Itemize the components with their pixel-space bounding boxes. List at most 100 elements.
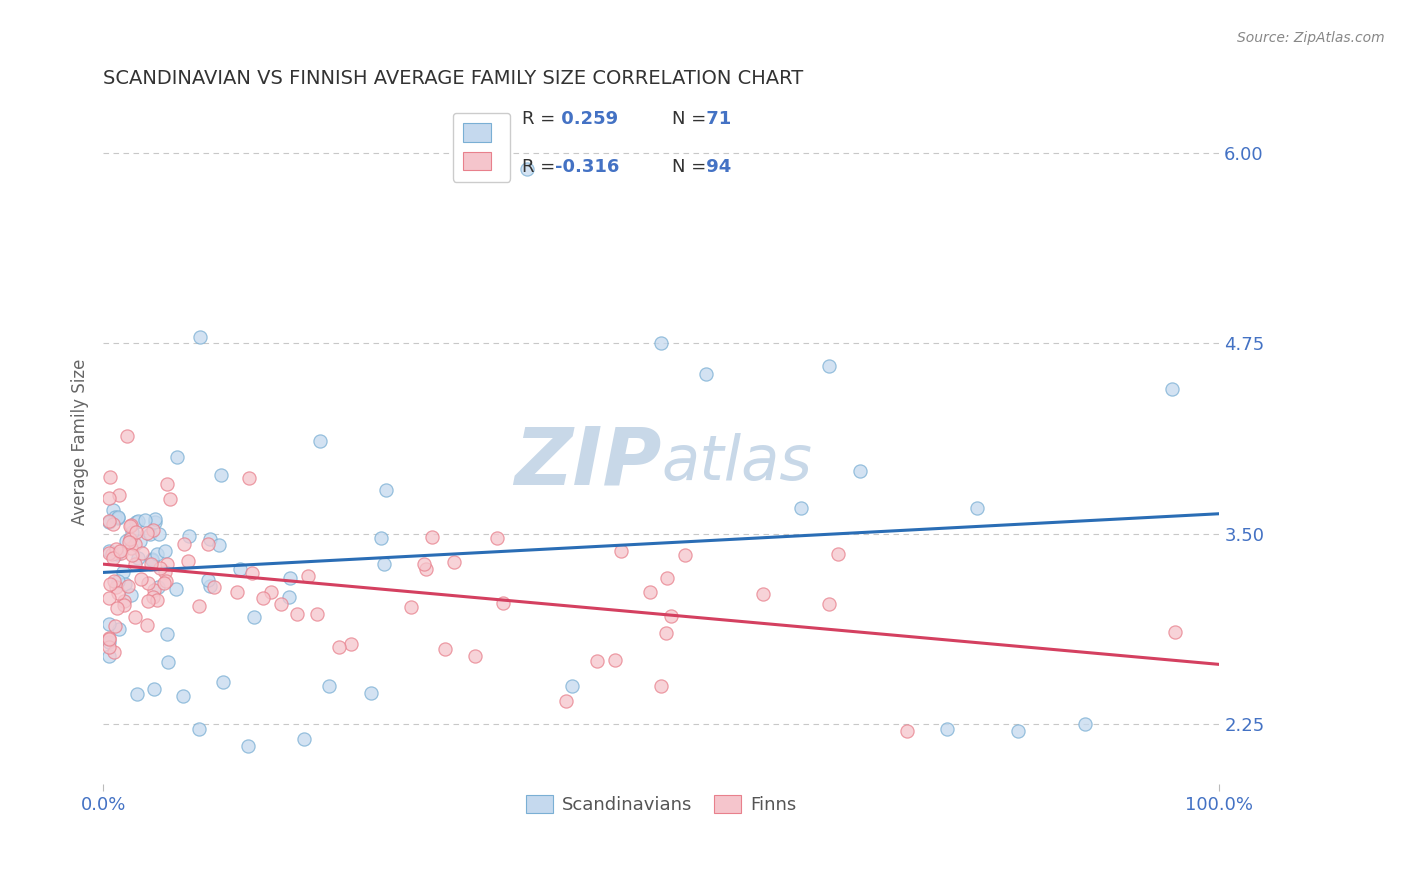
Point [97,631,120,645]
Point [818,597,841,611]
Point [129,572,152,586]
Text: -0.316: -0.316 [555,159,620,177]
Point [103,510,125,524]
Point [561,679,583,693]
Point [188,330,211,344]
Point [148,580,170,594]
Point [115,534,138,549]
Point [297,568,319,582]
Point [97,546,120,560]
Point [360,686,382,700]
Text: N =: N = [672,159,713,177]
Point [198,579,221,593]
Point [187,723,209,737]
Point [149,560,172,574]
Point [650,679,672,693]
Point [204,580,226,594]
Point [103,574,125,588]
Point [120,541,142,555]
Point [114,577,136,591]
Point [108,544,131,558]
Point [153,543,176,558]
Point [655,571,678,585]
Point [1163,625,1185,640]
Point [101,547,124,561]
Point [134,513,156,527]
Text: R =: R = [522,111,561,128]
Point [136,525,159,540]
Point [238,471,260,485]
Point [125,525,148,540]
Point [318,679,340,693]
Point [156,477,179,491]
Point [153,565,176,579]
Point [240,566,263,580]
Point [827,547,849,561]
Point [115,429,138,443]
Point [373,558,395,572]
Text: atlas: atlas [661,433,813,493]
Point [127,515,149,529]
Point [375,483,398,498]
Point [817,359,839,374]
Point [153,576,176,591]
Point [103,618,125,632]
Point [107,510,129,524]
Point [464,648,486,663]
Point [118,532,141,546]
Point [108,487,131,501]
Text: SCANDINAVIAN VS FINNISH AVERAGE FAMILY SIZE CORRELATION CHART: SCANDINAVIAN VS FINNISH AVERAGE FAMILY S… [103,69,803,87]
Point [252,591,274,605]
Point [97,640,120,654]
Point [107,622,129,636]
Y-axis label: Average Family Size: Average Family Size [72,359,89,525]
Point [188,599,211,614]
Point [659,609,682,624]
Point [97,632,120,646]
Point [177,554,200,568]
Point [112,598,135,612]
Point [142,681,165,696]
Point [97,591,120,606]
Point [1074,716,1097,731]
Point [292,731,315,746]
Point [420,530,443,544]
Point [156,557,179,571]
Point [111,566,134,580]
Point [277,590,299,604]
Point [172,689,194,703]
Point [139,526,162,541]
Point [492,597,515,611]
Point [127,687,149,701]
Point [197,537,219,551]
Point [103,503,125,517]
Point [131,546,153,560]
Point [156,626,179,640]
Point [125,515,148,529]
Point [790,501,813,516]
Point [309,434,332,448]
Point [104,580,127,594]
Point [638,585,661,599]
Point [118,519,141,533]
Point [486,531,509,545]
Point [124,536,146,550]
Point [97,617,120,632]
Point [936,722,959,736]
Point [124,557,146,571]
Point [105,547,128,561]
Point [97,516,120,530]
Point [200,532,222,546]
Point [141,557,163,571]
Point [328,640,350,654]
Point [103,551,125,566]
Point [177,529,200,543]
Point [141,552,163,566]
Point [117,579,139,593]
Point [101,517,124,532]
Point [173,537,195,551]
Point [434,641,457,656]
Point [516,161,538,176]
Point [142,523,165,537]
Point [165,582,187,597]
